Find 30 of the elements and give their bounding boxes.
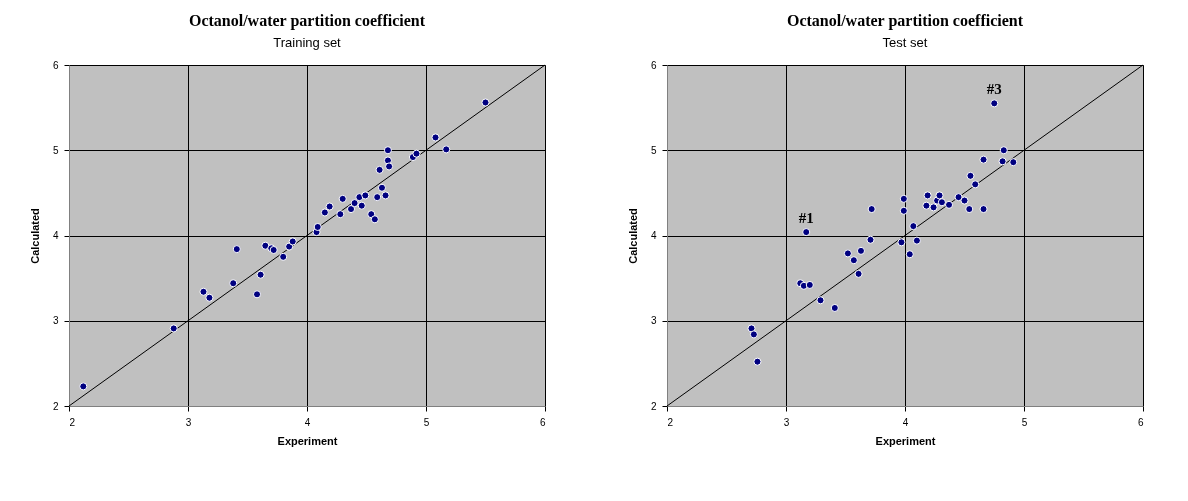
x-tick-label: 6 <box>539 416 546 428</box>
annotation: #3 <box>986 81 1002 98</box>
y-tick-label: 3 <box>650 315 657 327</box>
x-tick-label: 2 <box>69 416 76 428</box>
x-tick-label: 4 <box>304 416 311 428</box>
chart-title: Octanol/water partition coefficient <box>786 12 1024 30</box>
annotation: #1 <box>798 210 814 227</box>
y-tick-label: 4 <box>52 230 59 241</box>
x-axis-title: Experiment <box>875 434 936 447</box>
y-tick-label: 2 <box>52 400 59 412</box>
y-tick-label: 3 <box>52 315 59 327</box>
y-axis-title: Calculated <box>626 208 639 264</box>
x-tick-label: 5 <box>1021 416 1028 428</box>
y-tick-label: 5 <box>650 144 657 156</box>
x-tick-label: 3 <box>185 416 192 428</box>
x-tick-label: 3 <box>783 416 790 428</box>
chart-subtitle: Test set <box>882 35 928 50</box>
y-tick-label: 4 <box>650 230 657 241</box>
chart-title: Octanol/water partition coefficient <box>188 12 426 30</box>
y-tick-label: 6 <box>52 59 59 71</box>
chart-subtitle: Training set <box>273 35 342 50</box>
x-tick-label: 2 <box>667 416 674 428</box>
y-axis-title: Calculated <box>28 208 41 264</box>
y-tick-label: 5 <box>52 144 59 156</box>
y-tick-label: 2 <box>650 400 657 412</box>
x-axis-title: Experiment <box>277 434 338 447</box>
x-tick-label: 5 <box>423 416 430 428</box>
x-tick-label: 4 <box>902 416 909 428</box>
y-tick-label: 6 <box>650 59 657 71</box>
x-tick-label: 6 <box>1137 416 1144 428</box>
